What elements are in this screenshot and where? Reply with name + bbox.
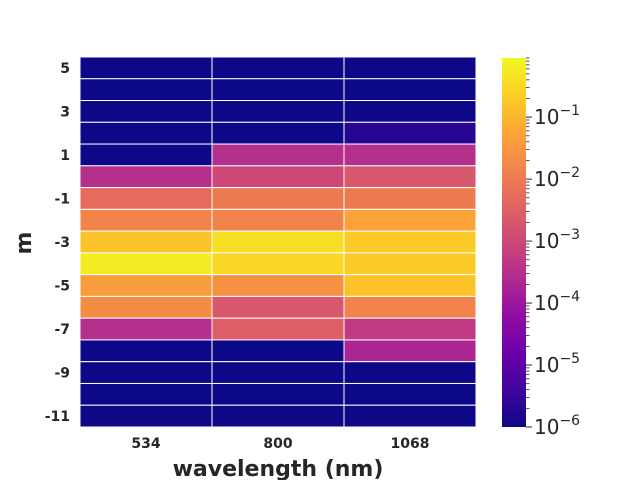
x-axis-label: wavelength (nm): [173, 457, 384, 480]
heatmap-cell: [79, 100, 213, 123]
y-tick-label: -5: [54, 279, 70, 295]
colorbar-tick-label: 10−1: [534, 103, 580, 129]
heatmap-cells: [79, 56, 477, 428]
heatmap-cell: [343, 274, 477, 297]
y-tick-label: -7: [54, 322, 70, 338]
heatmap-cell: [211, 295, 345, 319]
heatmap-cell: [343, 56, 477, 80]
heatmap-cell: [211, 78, 345, 102]
heatmap-cell: [211, 56, 345, 80]
heatmap-cell: [79, 252, 213, 276]
heatmap-cell: [79, 143, 213, 167]
heatmap-cell: [211, 121, 345, 145]
heatmap-cell: [79, 382, 213, 406]
heatmap-cell: [343, 208, 477, 232]
heatmap-cell: [211, 317, 345, 341]
y-tick-label: -11: [45, 409, 70, 425]
heatmap-cell: [79, 317, 213, 341]
y-tick-label: 5: [60, 61, 70, 77]
colorbar: [502, 58, 526, 427]
heatmap-cell: [343, 317, 477, 341]
heatmap-cell: [79, 208, 213, 232]
heatmap-cell: [211, 100, 345, 123]
y-tick-label: 3: [60, 104, 70, 120]
heatmap-cell: [343, 143, 477, 167]
heatmap-cell: [343, 339, 477, 363]
heatmap-cell: [343, 404, 477, 428]
heatmap-cell: [79, 121, 213, 145]
x-tick-label: 800: [263, 436, 292, 452]
heatmap-cell: [343, 100, 477, 123]
heatmap-cell: [79, 56, 213, 80]
y-tick-labels: 5 3 1 -1 -3 -5 -7 -9 -11: [45, 61, 70, 425]
heatmap-cell: [79, 187, 213, 210]
x-tick-label: 534: [131, 436, 160, 452]
y-tick-label: -1: [54, 191, 70, 207]
heatmap-cell: [211, 382, 345, 406]
x-tick-labels: 534 800 1068: [131, 436, 429, 452]
heatmap-cell: [79, 295, 213, 319]
heatmap-cell: [79, 274, 213, 297]
heatmap-cell: [343, 165, 477, 189]
y-axis-label: m: [12, 232, 37, 255]
heatmap-cell: [211, 230, 345, 254]
heatmap-cell: [211, 404, 345, 428]
heatmap-cell: [343, 382, 477, 406]
colorbar-tick-label: 10−4: [534, 289, 580, 315]
heatmap-cell: [343, 295, 477, 319]
heatmap-cell: [211, 361, 345, 384]
heatmap-cell: [79, 339, 213, 363]
heatmap-cell: [343, 252, 477, 276]
colorbar-tick-label: 10−6: [534, 413, 580, 439]
heatmap-cell: [211, 165, 345, 189]
heatmap-cell: [211, 252, 345, 276]
y-tick-label: -3: [54, 235, 70, 251]
heatmap-cell: [211, 274, 345, 297]
heatmap-cell: [211, 187, 345, 210]
y-tick-label: -9: [54, 366, 70, 382]
heatmap-cell: [79, 165, 213, 189]
heatmap-cell: [343, 230, 477, 254]
heatmap-cell: [343, 121, 477, 145]
y-tick-label: 1: [60, 148, 70, 164]
heatmap-cell: [211, 339, 345, 363]
colorbar-tick-label: 10−2: [534, 165, 580, 191]
heatmap-cell: [79, 78, 213, 102]
heatmap-cell: [79, 230, 213, 254]
heatmap-cell: [211, 208, 345, 232]
colorbar-ticks: 10−6 10−5 10−4 10−3 10−2 10−1: [526, 57, 580, 439]
heatmap-cell: [343, 361, 477, 384]
colorbar-tick-label: 10−3: [534, 227, 580, 253]
heatmap-cell: [211, 143, 345, 167]
heatmap-cell: [343, 187, 477, 210]
x-tick-label: 1068: [391, 436, 430, 452]
heatmap-cell: [79, 404, 213, 428]
colorbar-tick-label: 10−5: [534, 351, 580, 377]
heatmap-cell: [343, 78, 477, 102]
heatmap-cell: [79, 361, 213, 384]
